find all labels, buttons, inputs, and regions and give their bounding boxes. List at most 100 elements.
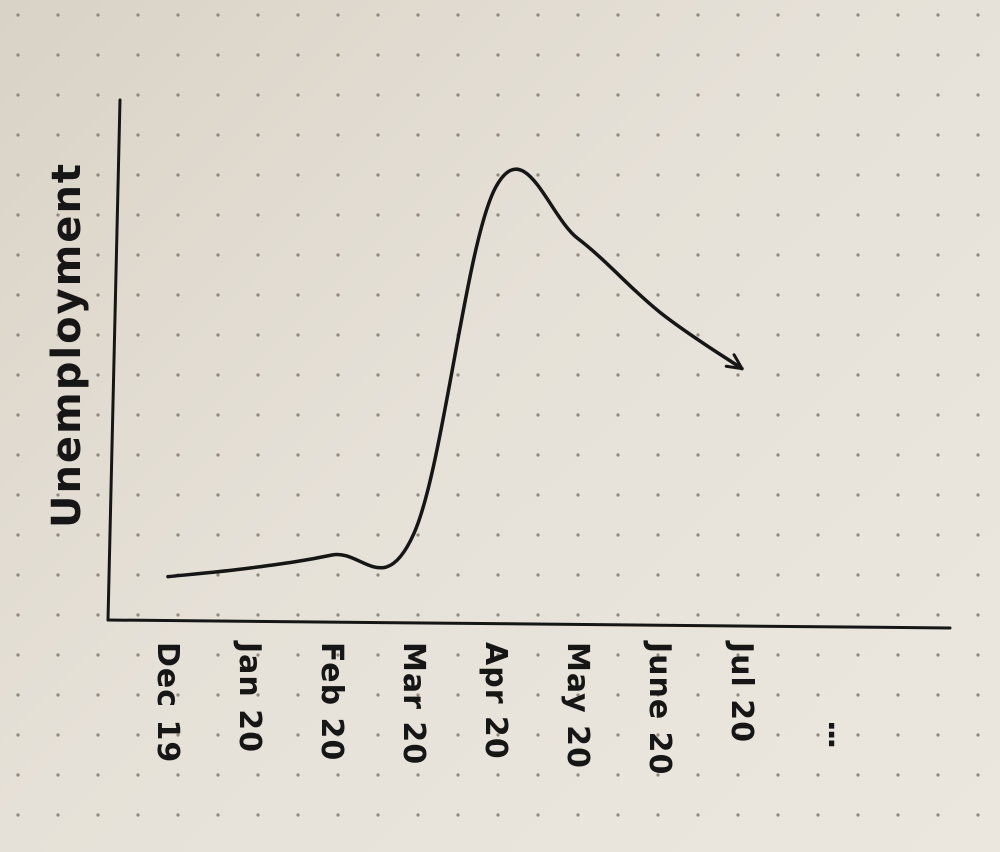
grid-dot	[376, 693, 380, 697]
grid-dot	[656, 813, 660, 817]
grid-dot	[456, 453, 460, 457]
grid-dot	[736, 93, 740, 97]
grid-dot	[296, 93, 300, 97]
grid-dot	[456, 693, 460, 697]
grid-dot	[776, 693, 780, 697]
grid-dot	[416, 133, 420, 137]
grid-dot	[16, 493, 20, 497]
grid-dot	[256, 493, 260, 497]
grid-dot	[296, 213, 300, 217]
grid-dot	[976, 493, 980, 497]
grid-dot	[216, 413, 220, 417]
grid-dot	[616, 53, 620, 57]
grid-dot	[696, 293, 700, 297]
grid-dot	[56, 813, 60, 817]
grid-dot	[856, 533, 860, 537]
grid-dot	[16, 173, 20, 177]
grid-dot	[976, 373, 980, 377]
grid-dot	[976, 773, 980, 777]
grid-dot	[136, 373, 140, 377]
grid-dot	[816, 413, 820, 417]
grid-dot	[696, 493, 700, 497]
grid-dot	[16, 693, 20, 697]
grid-dot	[736, 293, 740, 297]
grid-dot	[616, 813, 620, 817]
grid-dot	[96, 53, 100, 57]
grid-dot	[976, 613, 980, 617]
grid-dot	[736, 733, 740, 737]
grid-dot	[896, 693, 900, 697]
grid-dot	[496, 13, 500, 17]
grid-dot	[16, 133, 20, 137]
grid-dot	[176, 253, 180, 257]
grid-dot	[256, 693, 260, 697]
grid-dot	[656, 13, 660, 17]
grid-dot	[936, 733, 940, 737]
grid-dot	[616, 213, 620, 217]
grid-dot	[296, 293, 300, 297]
grid-dot	[856, 93, 860, 97]
grid-dot	[176, 413, 180, 417]
grid-dot	[776, 813, 780, 817]
grid-dot	[16, 453, 20, 457]
grid-dot	[736, 613, 740, 617]
grid-dot	[536, 93, 540, 97]
grid-dot	[336, 13, 340, 17]
grid-dot	[976, 13, 980, 17]
grid-dot	[296, 493, 300, 497]
grid-dot	[136, 133, 140, 137]
grid-dot	[136, 413, 140, 417]
grid-dot	[576, 773, 580, 777]
grid-dot	[576, 413, 580, 417]
grid-dot	[456, 133, 460, 137]
grid-dot	[976, 533, 980, 537]
x-axis	[106, 618, 952, 630]
grid-dot	[16, 333, 20, 337]
grid-dot	[16, 413, 20, 417]
grid-dot	[936, 653, 940, 657]
grid-dot	[896, 53, 900, 57]
grid-dot	[856, 13, 860, 17]
grid-dot	[96, 333, 100, 337]
grid-dot	[16, 93, 20, 97]
grid-dot	[816, 533, 820, 537]
grid-dot	[176, 213, 180, 217]
grid-dot	[696, 613, 700, 617]
grid-dot	[176, 653, 180, 657]
grid-dot	[376, 533, 380, 537]
grid-dot	[976, 293, 980, 297]
grid-dot	[376, 133, 380, 137]
grid-dot	[416, 693, 420, 697]
grid-dot	[736, 413, 740, 417]
grid-dot	[376, 213, 380, 217]
grid-dot	[736, 493, 740, 497]
grid-dot	[656, 53, 660, 57]
grid-dot	[536, 733, 540, 737]
grid-dot	[576, 493, 580, 497]
grid-dot	[136, 253, 140, 257]
grid-dot	[56, 53, 60, 57]
grid-dot	[656, 213, 660, 217]
grid-dot	[296, 13, 300, 17]
grid-dot	[936, 533, 940, 537]
grid-dot	[776, 613, 780, 617]
grid-dot	[176, 373, 180, 377]
grid-dot	[456, 733, 460, 737]
grid-dot	[416, 813, 420, 817]
grid-dot	[896, 293, 900, 297]
grid-dot	[416, 453, 420, 457]
grid-dot	[296, 173, 300, 177]
grid-dot	[256, 13, 260, 17]
grid-dot	[496, 213, 500, 217]
grid-dot	[56, 573, 60, 577]
grid-dot	[216, 373, 220, 377]
grid-dot	[96, 13, 100, 17]
grid-dot	[776, 293, 780, 297]
grid-dot	[936, 293, 940, 297]
grid-dot	[216, 253, 220, 257]
grid-dot	[536, 53, 540, 57]
grid-dot	[536, 693, 540, 697]
grid-dot	[616, 733, 620, 737]
grid-dot	[936, 333, 940, 337]
grid-dot	[576, 53, 580, 57]
